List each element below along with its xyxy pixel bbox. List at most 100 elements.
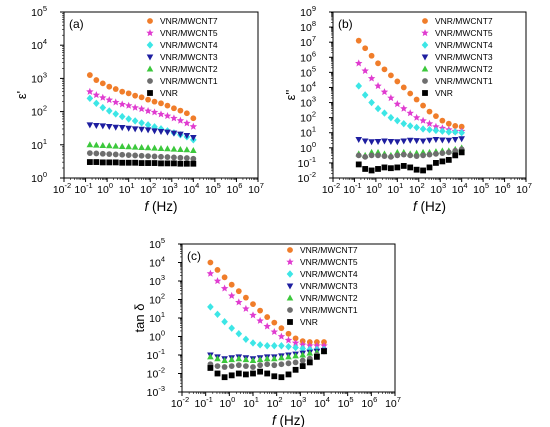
data-point [362,45,369,52]
x-tick-label: 10-1 [74,181,92,196]
data-point [242,304,250,312]
series-vnr-mwcnt1 [86,150,197,162]
data-point [264,370,271,377]
data-point [426,164,433,171]
data-point [367,74,376,82]
y-tick-label: 107 [300,34,316,49]
x-tick-exponent: 4 [326,395,330,404]
data-point [150,108,159,116]
data-point [413,153,420,160]
data-point [131,143,139,150]
y-tick-label: 101 [31,137,47,152]
data-point [183,119,191,127]
data-point [93,123,100,130]
y-tick-exponent: -1 [309,155,316,164]
data-point [374,82,382,90]
data-point [86,150,93,157]
data-point [320,341,328,349]
data-point [271,362,278,369]
data-point [299,344,306,353]
data-point [119,159,126,166]
legend: VNR/MWCNT7 VNR/MWCNT5 VNR/MWCNT4 VNR/MWCNT3… [146,16,218,98]
y-tick-label: 103 [149,273,165,288]
x-tick-label: 106 [361,395,377,410]
y-tick-label: 105 [149,236,165,251]
data-point [250,301,256,308]
series-vnr-mwcnt3 [86,122,197,141]
data-point [368,152,375,159]
legend-label: VNR [300,317,318,327]
chart-panel-1: 10-2 10-1 100 101 102 103 104 105 106 10710010110… [14,4,264,214]
data-point [361,138,369,145]
data-point [445,128,453,136]
x-tick-exponent: -1 [355,181,362,190]
y-tick-exponent: 3 [312,95,316,104]
y-tick-exponent: 8 [312,19,316,28]
x-tick-label: 104 [314,395,330,410]
data-point [207,259,214,266]
data-point [271,373,278,380]
data-point [125,159,132,166]
legend-label: VNR/MWCNT4 [435,40,493,50]
data-point [86,87,94,95]
y-tick-label: 105 [31,4,47,19]
data-point [118,100,126,108]
data-point [125,115,132,123]
x-tick-label: 106 [495,181,511,196]
x-axis-label: f (Hz) [413,199,446,214]
y-tick-exponent: 0 [43,170,47,179]
data-point [368,139,375,146]
y-tick-exponent: 9 [312,4,316,13]
x-axis-label: f (Hz) [272,413,305,427]
data-point [285,342,292,351]
x-tick-exponent: -2 [65,181,72,190]
y-tick-exponent: 2 [161,292,165,301]
data-point [256,316,264,324]
x-tick-exponent: 6 [506,181,510,190]
data-point [119,88,126,95]
data-point [227,291,236,299]
data-point [271,319,278,326]
data-point [277,332,286,340]
data-point [257,368,263,375]
data-point [92,91,101,99]
y-tick-exponent: 5 [312,64,316,73]
data-point [420,167,426,174]
legend-marker [421,29,429,37]
data-point [270,327,279,336]
y-tick-label: 100 [31,170,47,185]
x-axis-unit: (Hz) [417,199,446,214]
data-point [228,356,235,363]
data-point [249,311,257,319]
x-tick-exponent: -2 [183,395,190,404]
data-point [400,104,408,112]
data-point [176,116,185,124]
data-point [278,374,285,381]
data-point [306,341,314,349]
data-point [375,152,381,159]
y-tick-label: 10-1 [147,347,165,362]
data-point [368,52,375,59]
legend-marker [146,29,154,37]
data-point [164,102,171,109]
data-point [235,370,242,377]
x-axis-label: f (Hz) [144,199,177,214]
data-point [221,274,228,281]
x-tick-label: 10-1 [194,395,212,410]
legend-marker [147,18,153,24]
y-tick-exponent: 2 [312,110,316,119]
legend-marker [421,65,429,72]
data-point [278,342,285,350]
y-tick-exponent: 5 [43,4,47,13]
x-tick-label: 103 [430,181,446,196]
data-point [419,125,427,133]
series-vnr-mwcnt7 [86,72,197,122]
data-point [235,362,242,369]
plot-frame [332,11,527,179]
data-point [243,294,249,301]
data-point [413,138,420,145]
x-tick-exponent: 3 [442,181,446,190]
x-tick-exponent: 5 [217,181,221,190]
data-point [400,138,408,145]
